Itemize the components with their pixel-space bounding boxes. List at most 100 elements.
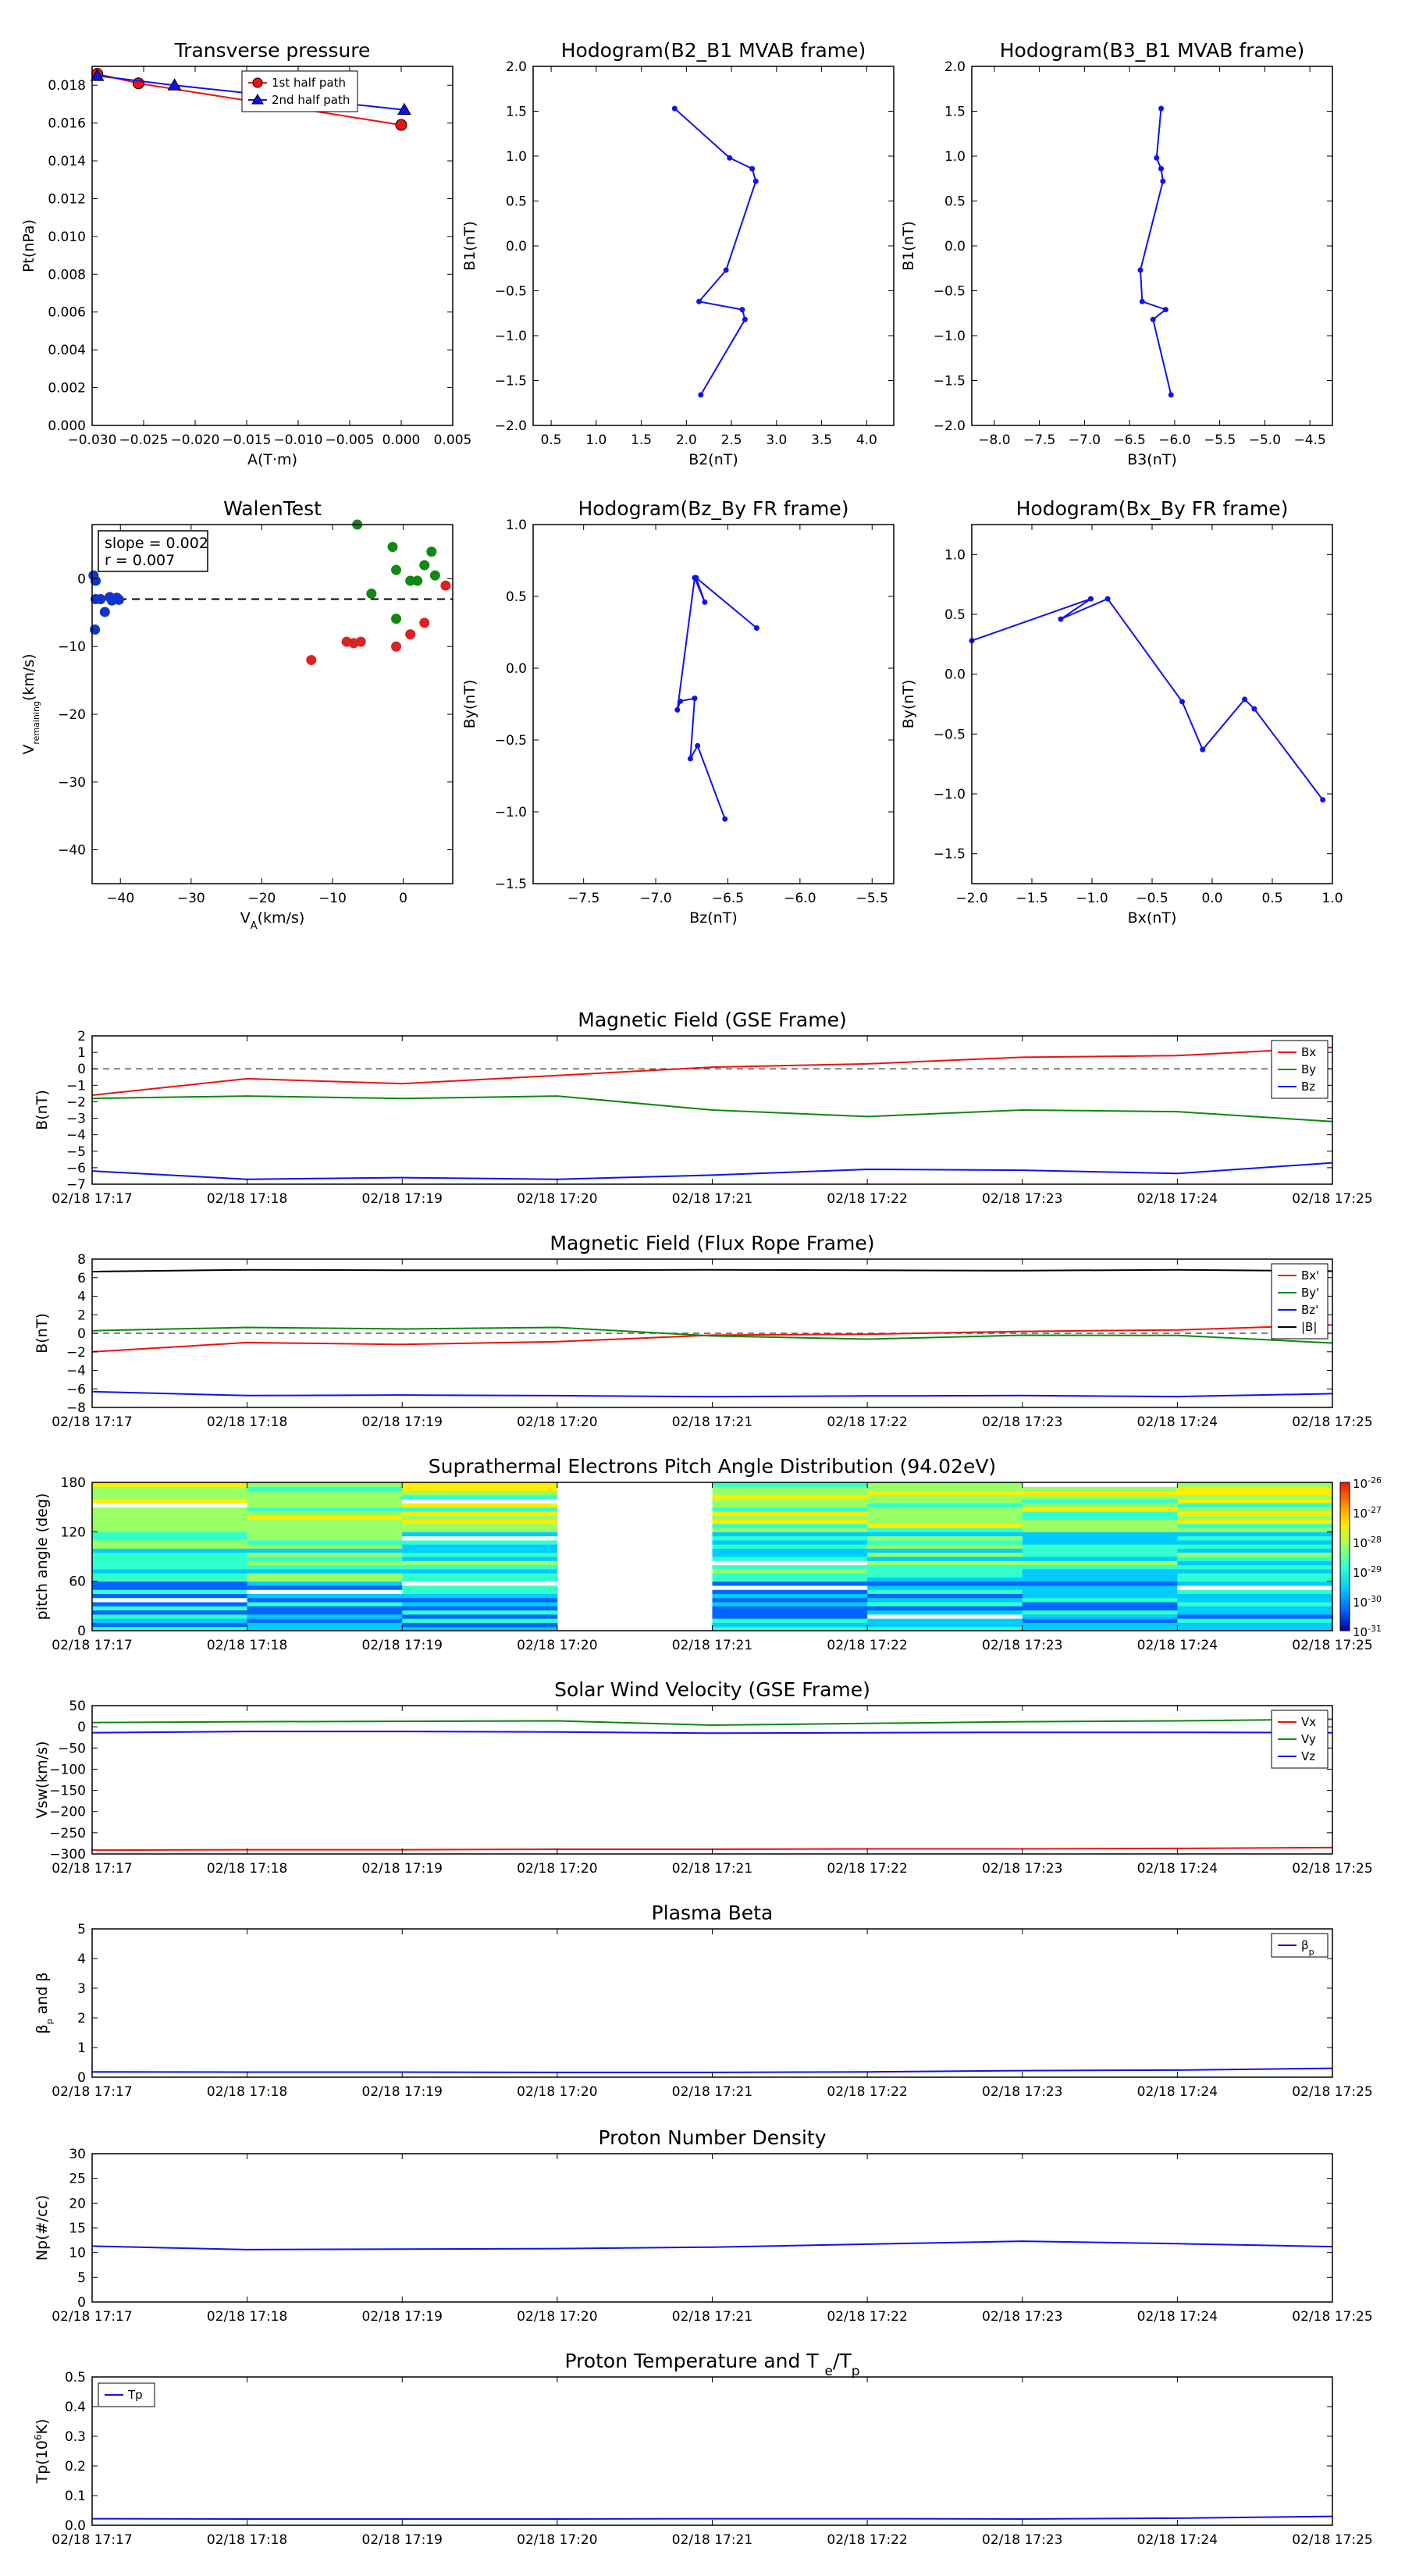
data-point [695,742,701,749]
x-tick-label: −0.5 [1136,891,1168,906]
legend-box [241,70,358,112]
heatmap-cell [867,1577,1023,1582]
heatmap-cell [247,1535,403,1541]
x-axis-label: B3(nT) [1127,451,1177,468]
y-tick-label: 0.0 [506,661,527,677]
chart-title: Plasma Beta [652,1902,774,1924]
heatmap-cell [1177,1560,1333,1566]
heatmap-cell [712,1507,868,1512]
heatmap-cell [867,1618,1023,1623]
y-tick-label: 4 [77,1952,86,1967]
y-axis-label: Vremaining(km/s) [20,653,41,754]
legend-label: Bx' [1301,1268,1319,1283]
heatmap-cell [92,1614,248,1619]
x-tick-label: 02/18 17:23 [982,2532,1062,2548]
y-tick-label: −150 [49,1784,86,1799]
legend-label: Vz [1301,1749,1315,1763]
data-point [1179,699,1185,705]
y-tick-label: −30 [58,775,86,791]
x-tick-label: 02/18 17:25 [1292,1638,1372,1653]
heatmap-cell [92,1532,248,1537]
heatmap-cell [92,1552,248,1557]
heatmap-cell [867,1614,1023,1619]
series-line [91,2515,1333,2521]
heatmap-cell [712,1535,868,1541]
heatmap-cell [867,1510,1023,1516]
chart-vsw: Solar Wind Velocity (GSE Frame)02/18 17:… [34,1678,1373,1877]
chart-title: Proton Temperature and T e/Tp [564,2350,859,2379]
heatmap-cell [867,1544,1023,1549]
colorbar-tick-label: 10-27 [1353,1505,1382,1521]
scatter-series [352,519,440,624]
chart-title: Hodogram(B3_B1 MVAB frame) [1000,39,1305,62]
x-tick-label: 02/18 17:19 [362,1191,443,1207]
y-tick-label: −20 [58,707,86,723]
heatmap-cell [1022,1593,1178,1599]
x-tick-label: 02/18 17:23 [982,1414,1062,1430]
heatmap-cell [247,1593,403,1599]
series-line [91,2240,1333,2250]
heatmap-cell [402,1535,558,1541]
scatter-point [391,641,402,652]
heatmap-cell [712,1593,868,1599]
x-tick-label: −6.5 [1113,432,1145,448]
heatmap-cell [1022,1557,1178,1561]
x-tick-label: 02/18 17:21 [672,2309,752,2325]
heatmap-cell [247,1552,403,1557]
x-tick-label: −2.0 [955,891,987,906]
heatmap-cell [92,1494,248,1500]
heatmap-cell [1177,1519,1333,1525]
heatmap-cell [1177,1618,1333,1623]
y-tick-label: −4 [66,1364,86,1379]
heatmap-cell [1022,1606,1178,1611]
y-tick-label: 0 [77,2070,86,2086]
x-tick-label: 02/18 17:24 [1137,1414,1218,1430]
heatmap-cell [867,1519,1023,1525]
heatmap-cell [92,1482,248,1487]
heatmap-cell [1177,1593,1333,1599]
y-tick-label: 60 [69,1574,86,1590]
data-point [696,298,702,304]
x-tick-label: 02/18 17:21 [672,1861,752,1877]
x-tick-label: 02/18 17:23 [982,2084,1062,2100]
heatmap-cell [1177,1490,1333,1496]
x-tick-label: 02/18 17:17 [52,1191,132,1207]
heatmap-cell [247,1606,403,1611]
ticks: 02/18 17:17 02/18 17:18 02/18 17:19 02/18 1… [52,1252,1372,1430]
legend: Tp [98,2382,155,2407]
heatmap-cell [1022,1589,1178,1594]
series-line [91,1324,1333,1353]
heatmap-cell [712,1532,868,1537]
heatmap-cell [1022,1626,1178,1631]
x-tick-label: 02/18 17:21 [672,1638,752,1653]
heatmap-cell [247,1597,403,1603]
series-markers [969,596,1326,803]
x-tick-label: −0.010 [274,432,323,448]
ticks: −0.030 −0.025 −0.020 −0.015 −0.010 −0.005 0.00… [48,66,471,448]
heatmap-cell [1177,1573,1333,1578]
data-point [1160,178,1166,184]
chart-mf_gse: Magnetic Field (GSE Frame)02/18 17:17 02/… [34,1009,1373,1207]
heatmap-cell [1177,1523,1333,1528]
x-tick-label: −6.0 [784,891,816,906]
heatmap-cell [92,1626,248,1631]
ticks: 02/18 17:17 02/18 17:18 02/18 17:19 02/18 1… [52,2147,1372,2325]
y-axis-label: βp and β [34,1972,55,2033]
heatmap-cell [402,1494,558,1500]
x-tick-label: 02/18 17:20 [517,1414,597,1430]
chart-title: Hodogram(Bz_By FR frame) [578,497,848,520]
heatmap-cell [92,1523,248,1528]
data-point [722,816,728,822]
x-tick-label: −5.5 [856,891,888,906]
heatmap-cells [92,1482,1333,1631]
heatmap-cell [712,1503,868,1508]
data-point [1162,307,1168,313]
x-tick-label: −0.020 [171,432,220,448]
legend-label: Tp [127,2388,143,2402]
y-tick-label: 2.0 [506,59,527,75]
plot-frame [532,524,895,884]
data-point [1087,596,1094,602]
x-tick-label: 02/18 17:24 [1137,1638,1218,1653]
heatmap-cell [92,1622,248,1628]
